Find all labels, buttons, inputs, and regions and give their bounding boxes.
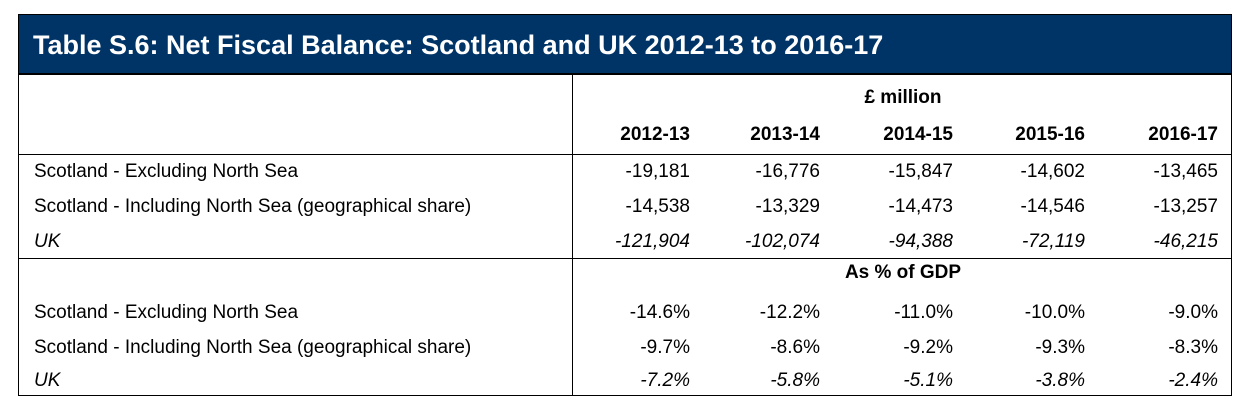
year-header: 2015-16 (1015, 124, 1085, 145)
year-header: 2013-14 (750, 124, 820, 145)
row-label: Scotland - Including North Sea (geograph… (34, 196, 472, 217)
cell-value: -15,847 (888, 161, 953, 182)
cell-value: -13,329 (755, 196, 820, 217)
section-heading: As % of GDP (844, 262, 962, 283)
year-header: 2016-17 (1148, 124, 1218, 145)
cell-value: -5.1% (903, 370, 953, 391)
cell-value: -2.4% (1168, 370, 1218, 391)
column-divider (572, 74, 573, 396)
row-label: Scotland - Excluding North Sea (34, 302, 299, 323)
cell-value: -13,465 (1153, 161, 1218, 182)
cell-value: -14,538 (625, 196, 690, 217)
cell-value: -11.0% (894, 302, 953, 323)
cell-value: -8.3% (1168, 337, 1218, 358)
cell-value: -16,776 (755, 161, 820, 182)
cell-value: -14,602 (1020, 161, 1085, 182)
cell-value: -14,473 (888, 196, 953, 217)
cell-value: -72,119 (1021, 231, 1085, 252)
cell-value: -94,388 (888, 231, 953, 252)
cell-value: -12.2% (759, 302, 820, 323)
row-divider (18, 258, 1232, 259)
row-divider (18, 154, 1232, 155)
row-label: Scotland - Excluding North Sea (34, 161, 299, 182)
cell-value: -13,257 (1153, 196, 1218, 217)
cell-value: -7.2% (640, 370, 690, 391)
section-heading: £ million (864, 87, 942, 108)
cell-value: -9.2% (903, 337, 953, 358)
cell-value: -8.6% (770, 337, 820, 358)
table-title: Table S.6: Net Fiscal Balance: Scotland … (18, 14, 1232, 74)
cell-value: -10.0% (1024, 302, 1085, 323)
cell-value: -14.6% (629, 302, 690, 323)
cell-value: -121,904 (614, 231, 690, 252)
cell-value: -46,215 (1153, 231, 1218, 252)
cell-value: -102,074 (744, 231, 820, 252)
cell-value: -3.8% (1035, 370, 1085, 391)
cell-value: -14,546 (1020, 196, 1085, 217)
cell-value: -9.3% (1035, 337, 1085, 358)
row-label: UK (34, 370, 61, 391)
year-header: 2014-15 (883, 124, 953, 145)
row-label: Scotland - Including North Sea (geograph… (34, 337, 472, 358)
cell-value: -9.7% (640, 337, 690, 358)
cell-value: -19,181 (625, 161, 690, 182)
table-border (18, 74, 1232, 396)
cell-value: -9.0% (1168, 302, 1218, 323)
cell-value: -5.8% (770, 370, 820, 391)
row-label: UK (34, 231, 61, 252)
year-header: 2012-13 (620, 124, 690, 145)
